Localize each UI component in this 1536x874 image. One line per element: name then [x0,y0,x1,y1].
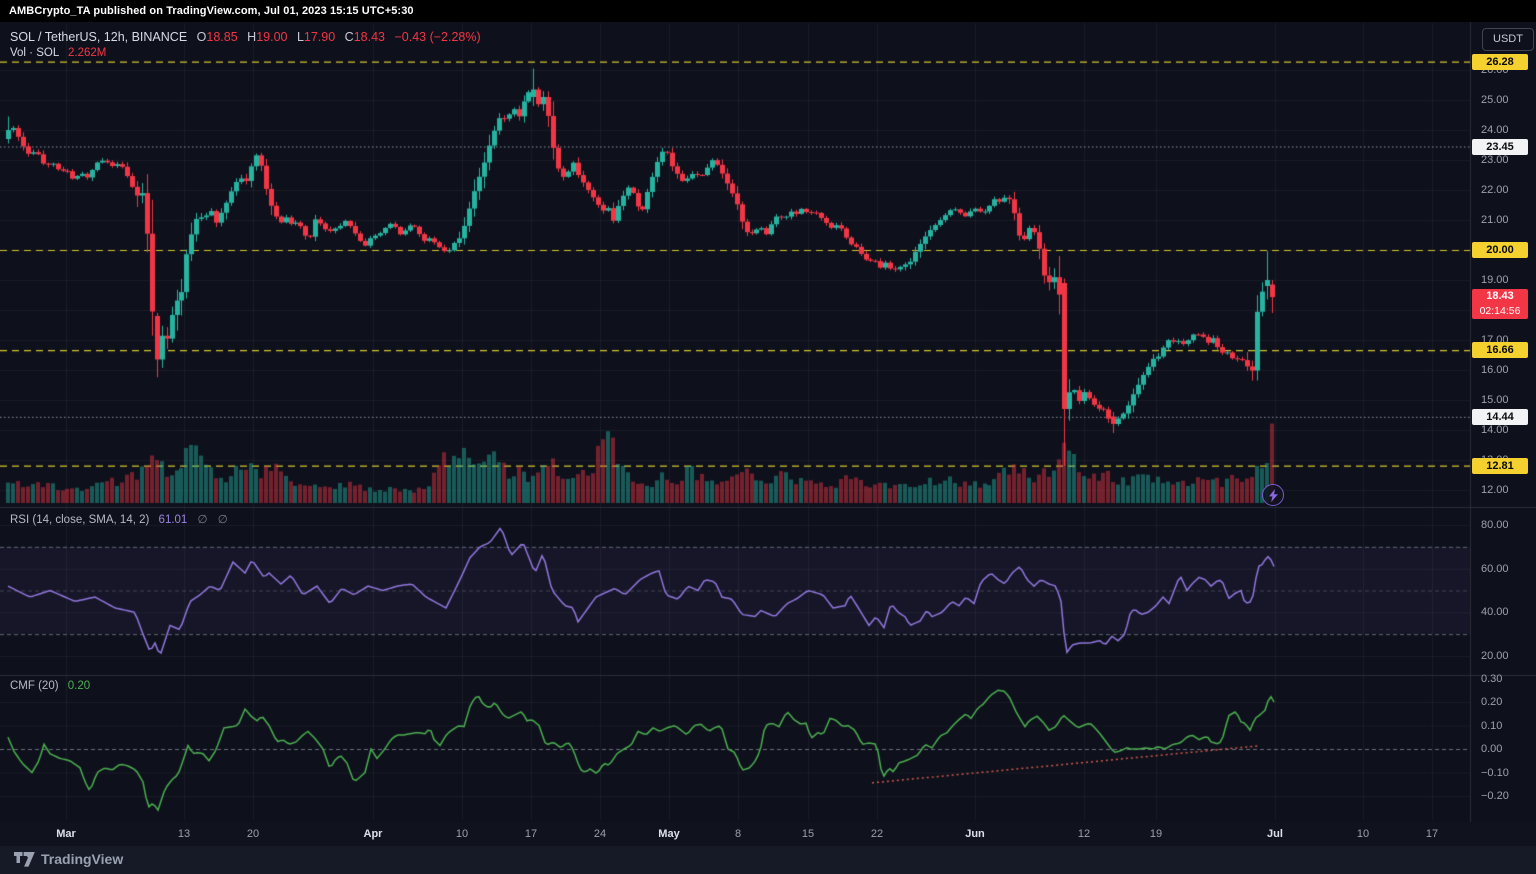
time-axis-label: 12 [1077,828,1091,840]
time-axis-label: Jul [1267,828,1283,840]
rsi-axis-label: 80.00 [1481,519,1509,531]
price-level-label: 20.00 [1472,242,1528,258]
cmf-axis-label: 0.20 [1481,696,1503,708]
current-price-label: 18.43 02:14:56 [1472,289,1528,320]
volume-legend-value: 2.262M [68,47,107,59]
price-axis-label: 16.00 [1481,364,1509,376]
price-axis-label: 12.00 [1481,484,1509,496]
publish-banner: AMBCrypto_TA published on TradingView.co… [0,0,1536,22]
lightning-bolt-icon [1268,488,1278,502]
ohlc-low-value: 17.90 [303,30,336,44]
cmf-axis-label: 0.00 [1481,743,1503,755]
time-axis-label: 20 [246,828,260,840]
time-axis-label: 15 [801,828,815,840]
rsi-axis-label: 60.00 [1481,562,1509,575]
rsi-legend-title: RSI (14, close, SMA, 14, 2) [10,514,150,526]
currency-toggle-button[interactable]: USDT [1482,28,1534,51]
quick-trade-lightning-icon[interactable] [1262,484,1284,506]
time-axis[interactable] [0,822,1536,846]
price-level-label: 12.81 [1472,457,1528,474]
ohlc-high-value: 19.00 [256,30,288,44]
price-axis-label: 21.00 [1481,214,1509,226]
time-axis-label: 22 [870,828,884,840]
ohlc-open-key: O [196,30,207,44]
time-axis-label: Apr [363,828,383,840]
change-value: −0.43 (−2.28%) [394,30,481,44]
price-axis-label: 15.00 [1481,394,1509,406]
tradingview-mark-icon [14,851,35,867]
time-axis-label: 17 [524,828,538,840]
price-level-label: 14.44 [1472,408,1528,425]
time-axis-label: Mar [56,828,76,840]
price-axis-label: 14.00 [1481,424,1509,436]
ohlc-close-value: 18.43 [353,30,385,44]
ohlc-low-key: L [296,30,304,44]
time-axis-label: 17 [1425,828,1439,840]
cmf-legend-title: CMF (20) [10,680,59,692]
cmf-axis-label: 0.10 [1481,719,1503,732]
time-axis-label: May [658,828,680,840]
price-axis-label: 19.00 [1481,274,1509,286]
price-axis-label: 22.00 [1481,184,1509,196]
footer-strip [0,846,1536,874]
ohlc-open-value: 18.85 [206,30,238,44]
price-level-label: 16.66 [1472,342,1528,359]
time-axis-label: 19 [1149,828,1163,840]
time-axis-label: 24 [593,828,607,840]
rsi-axis-label: 20.00 [1481,649,1509,662]
volume-legend-label[interactable]: Vol · SOL [10,47,59,59]
time-axis-label: 10 [1356,828,1370,840]
tradingview-brand-text: TradingView [41,851,124,867]
cmf-legend[interactable]: CMF (20) 0.20 [10,680,90,692]
rsi-legend-value: 61.01 [158,514,188,526]
price-axis-label: 24.00 [1481,124,1509,136]
price-axis-label: 25.00 [1481,94,1509,106]
rsi-empty-2: ∅ [217,514,228,526]
tradingview-logo[interactable]: TradingView [14,851,123,867]
symbol-title[interactable]: SOL / TetherUS, 12h, BINANCE [10,30,188,44]
price-level-label: 26.28 [1472,53,1528,70]
time-axis-label: Jun [965,828,985,840]
time-axis-label: 13 [177,828,191,840]
rsi-axis-label: 40.00 [1481,606,1509,619]
cmf-axis-label: −0.20 [1481,790,1509,802]
cmf-axis-label: 0.30 [1481,672,1503,685]
cmf-legend-value: 0.20 [67,680,91,692]
candle-countdown: 02:14:56 [1479,305,1521,318]
rsi-legend[interactable]: RSI (14, close, SMA, 14, 2) 61.01 ∅ ∅ [10,512,228,526]
cmf-axis-label: −0.10 [1481,766,1509,779]
symbol-legend: SOL / TetherUS, 12h, BINANCE O18.85 H19.… [10,29,481,61]
rsi-empty-1: ∅ [197,514,208,526]
price-axis[interactable]: USDT [1470,22,1536,846]
ohlc-high-key: H [247,30,257,44]
price-level-label: 23.45 [1472,138,1528,155]
time-axis-label: 8 [734,828,742,840]
price-axis-label: 23.00 [1481,154,1509,166]
ohlc-close-key: C [344,30,354,44]
time-axis-label: 10 [455,828,469,840]
